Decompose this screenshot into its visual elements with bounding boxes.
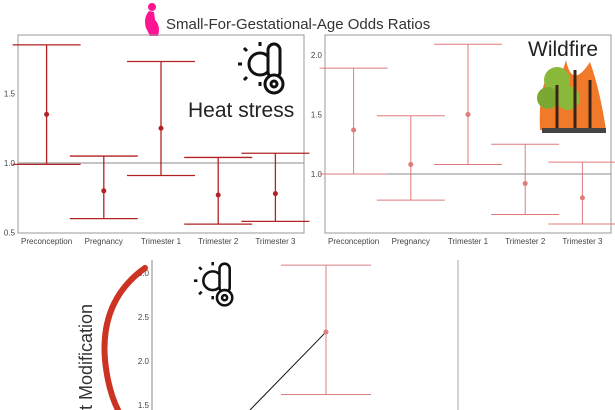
- bottom-panel: 1.5 2.0 2.5 3.0: [138, 260, 459, 410]
- x-tick-label: Trimester 1: [448, 237, 489, 246]
- estimate-point: [158, 125, 164, 131]
- estimate-point: [272, 191, 278, 197]
- estimate-point: [579, 195, 585, 201]
- y-tick-label: 1.5: [4, 90, 16, 99]
- y-tick-label: 0.5: [4, 229, 16, 238]
- x-tick-label: Trimester 3: [255, 237, 296, 246]
- pregnant-woman-icon: [145, 3, 159, 36]
- estimate-point: [323, 329, 329, 335]
- plot-frame: [17, 34, 305, 234]
- connector-line: [249, 331, 327, 410]
- x-tick-label: Trimester 2: [505, 237, 546, 246]
- wildfire-label: Wildfire: [528, 38, 598, 61]
- x-tick-label: Trimester 2: [198, 237, 239, 246]
- x-tick-label: Trimester 1: [141, 237, 182, 246]
- wildfire-trees-icon: [537, 60, 606, 133]
- decorative-arc: [101, 265, 148, 410]
- estimate-point: [101, 188, 107, 194]
- estimate-point: [408, 161, 414, 167]
- estimate-point: [215, 192, 221, 198]
- estimate-point: [465, 112, 471, 117]
- y-tick-label: 1.0: [311, 170, 323, 179]
- estimate-point: [351, 127, 357, 133]
- sun-thermometer-icon: [238, 42, 285, 95]
- x-tick-label: Pregnancy: [392, 237, 430, 246]
- y-tick-label: 3.0: [138, 269, 150, 278]
- heat-stress-panel: 0.5 1.0 1.5 Preconception Pregnancy Trimester…: [4, 34, 310, 246]
- x-tick-label: Trimester 3: [562, 237, 603, 246]
- wildfire-panel: 1.0 1.5 2.0 Preconception Pregnancy Trimester…: [311, 34, 615, 246]
- chart-title: Small-For-Gestational-Age Odds Ratios: [166, 16, 430, 33]
- x-tick-label: Preconception: [21, 237, 72, 246]
- x-tick-label: Pregnancy: [85, 237, 123, 246]
- sun-thermometer-icon: [194, 262, 234, 307]
- y-tick-label: 1.5: [311, 111, 323, 120]
- y-tick-label: 2.0: [138, 357, 150, 366]
- y-tick-label: 1.0: [4, 159, 16, 168]
- y-tick-label: 2.5: [138, 313, 150, 322]
- y-tick-label: 1.5: [138, 401, 150, 410]
- heat-stress-label: Heat stress: [188, 99, 294, 122]
- estimate-point: [44, 111, 50, 117]
- plot-frame: [324, 34, 612, 234]
- y-axis-label: t Modification: [76, 304, 96, 410]
- x-tick-label: Preconception: [328, 237, 379, 246]
- estimate-point: [522, 181, 528, 187]
- y-tick-label: 2.0: [311, 51, 323, 60]
